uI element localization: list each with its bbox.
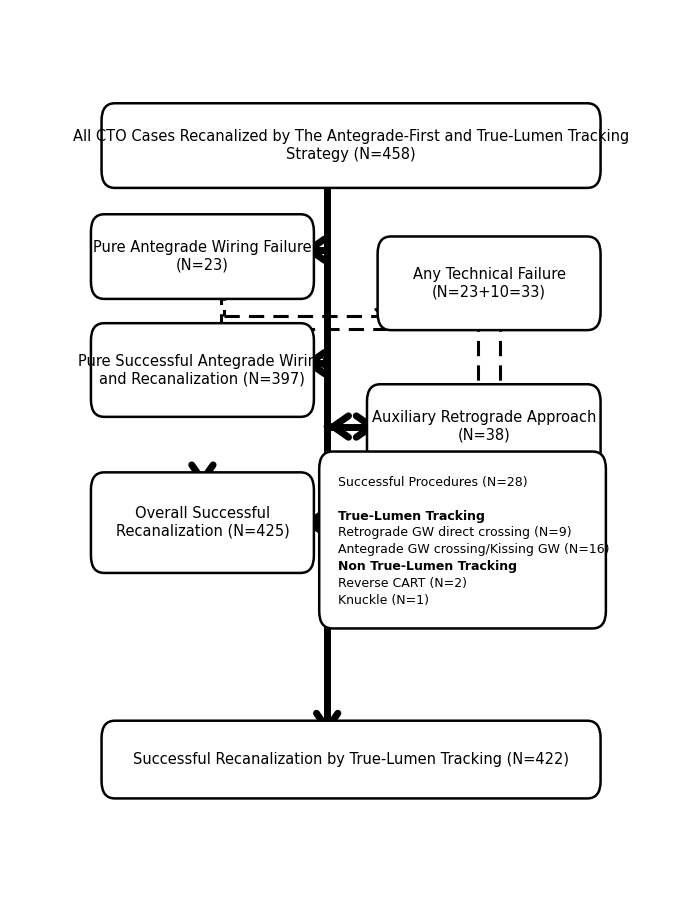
FancyBboxPatch shape — [91, 323, 314, 417]
Text: Knuckle (N=1): Knuckle (N=1) — [338, 594, 429, 607]
Text: Successful Procedures (N=28): Successful Procedures (N=28) — [338, 476, 527, 488]
Text: Auxiliary Retrograde Approach
(N=38): Auxiliary Retrograde Approach (N=38) — [371, 410, 596, 442]
FancyBboxPatch shape — [101, 721, 601, 798]
Text: All CTO Cases Recanalized by The Antegrade-First and True-Lumen Tracking
Strateg: All CTO Cases Recanalized by The Antegra… — [73, 130, 630, 162]
Text: Successful Recanalization by True-Lumen Tracking (N=422): Successful Recanalization by True-Lumen … — [133, 752, 569, 767]
Text: Antegrade GW crossing/Kissing GW (N=16): Antegrade GW crossing/Kissing GW (N=16) — [338, 543, 609, 556]
Text: Pure Antegrade Wiring Failure
(N=23): Pure Antegrade Wiring Failure (N=23) — [93, 241, 312, 273]
Text: Overall Successful
Recanalization (N=425): Overall Successful Recanalization (N=425… — [116, 506, 289, 539]
Text: Non True-Lumen Tracking: Non True-Lumen Tracking — [338, 560, 516, 573]
FancyBboxPatch shape — [367, 384, 601, 469]
FancyBboxPatch shape — [91, 214, 314, 299]
Text: Pure Successful Antegrade Wiring
and Recanalization (N=397): Pure Successful Antegrade Wiring and Rec… — [78, 354, 327, 387]
FancyBboxPatch shape — [91, 472, 314, 573]
Text: Retrograde GW direct crossing (N=9): Retrograde GW direct crossing (N=9) — [338, 526, 571, 540]
FancyBboxPatch shape — [101, 104, 601, 188]
Text: Any Technical Failure
(N=23+10=33): Any Technical Failure (N=23+10=33) — [412, 267, 566, 299]
FancyBboxPatch shape — [319, 451, 606, 629]
FancyBboxPatch shape — [377, 236, 601, 330]
Text: Reverse CART (N=2): Reverse CART (N=2) — [338, 578, 466, 590]
Text: True-Lumen Tracking: True-Lumen Tracking — [338, 509, 485, 523]
